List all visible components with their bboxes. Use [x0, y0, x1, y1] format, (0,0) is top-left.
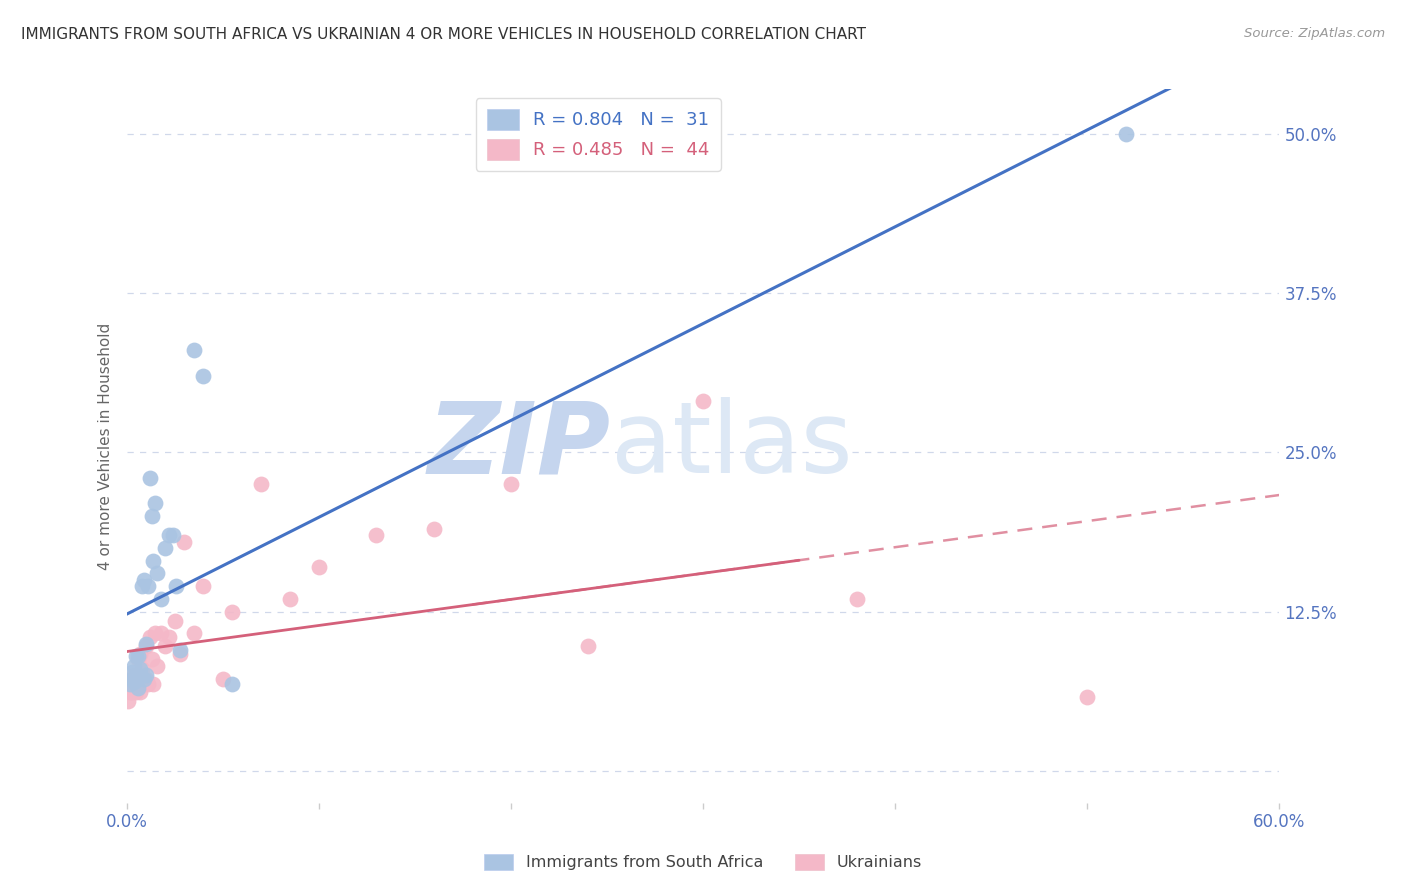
Point: [163, 614, 186, 628]
Point: [142, 554, 165, 568]
Point: [183, 343, 205, 358]
Point: [131, 579, 153, 593]
Point: [131, 677, 153, 691]
Point: [162, 528, 184, 542]
Point: [145, 496, 166, 510]
Point: [127, 681, 149, 695]
Point: [423, 522, 446, 536]
Point: [250, 477, 273, 491]
Point: [138, 630, 160, 644]
Point: [146, 566, 169, 581]
Point: [142, 677, 165, 691]
Point: [129, 662, 152, 676]
Point: [125, 685, 148, 699]
Point: [692, 394, 714, 409]
Point: [132, 672, 155, 686]
Point: [193, 579, 215, 593]
Y-axis label: 4 or more Vehicles in Household: 4 or more Vehicles in Household: [98, 322, 114, 570]
Point: [499, 477, 522, 491]
Point: [117, 694, 139, 708]
Point: [166, 579, 188, 593]
Legend: Immigrants from South Africa, Ukrainians: Immigrants from South Africa, Ukrainians: [478, 847, 928, 877]
Point: [211, 672, 233, 686]
Point: [278, 591, 301, 606]
Point: [308, 560, 330, 574]
Point: [193, 368, 215, 383]
Point: [131, 662, 153, 676]
Point: [122, 659, 145, 673]
Point: [576, 639, 599, 653]
Point: [127, 649, 149, 664]
Point: [129, 685, 152, 699]
Point: [125, 672, 148, 686]
Point: [132, 677, 155, 691]
Point: [125, 649, 148, 664]
Point: [135, 668, 157, 682]
Point: [169, 647, 191, 661]
Point: [173, 534, 195, 549]
Point: [121, 685, 143, 699]
Point: [1076, 690, 1098, 704]
Point: [366, 528, 388, 542]
Text: Source: ZipAtlas.com: Source: ZipAtlas.com: [1244, 27, 1385, 40]
Point: [122, 677, 145, 691]
Point: [127, 652, 149, 666]
Point: [141, 652, 163, 666]
Point: [121, 665, 143, 679]
Text: IMMIGRANTS FROM SOUTH AFRICA VS UKRAINIAN 4 OR MORE VEHICLES IN HOUSEHOLD CORREL: IMMIGRANTS FROM SOUTH AFRICA VS UKRAINIA…: [21, 27, 866, 42]
Point: [146, 659, 169, 673]
Point: [153, 541, 176, 555]
Point: [120, 677, 142, 691]
Point: [120, 677, 142, 691]
Point: [135, 639, 157, 653]
Point: [138, 471, 160, 485]
Point: [122, 674, 145, 689]
Point: [121, 672, 143, 686]
Point: [136, 579, 159, 593]
Text: atlas: atlas: [610, 398, 852, 494]
Point: [135, 636, 157, 650]
Point: [135, 672, 157, 686]
Point: [221, 677, 243, 691]
Point: [150, 626, 173, 640]
Point: [845, 591, 868, 606]
Point: [169, 643, 191, 657]
Text: ZIP: ZIP: [427, 398, 610, 494]
Point: [145, 626, 166, 640]
Point: [121, 672, 143, 686]
Point: [183, 626, 205, 640]
Point: [125, 674, 148, 689]
Point: [132, 573, 155, 587]
Point: [127, 668, 149, 682]
Point: [122, 668, 145, 682]
Point: [136, 677, 159, 691]
Point: [1115, 127, 1137, 141]
Point: [141, 509, 163, 524]
Point: [150, 591, 173, 606]
Point: [153, 639, 176, 653]
Point: [157, 528, 180, 542]
Point: [120, 685, 142, 699]
Point: [221, 605, 243, 619]
Point: [129, 647, 152, 661]
Point: [157, 630, 180, 644]
